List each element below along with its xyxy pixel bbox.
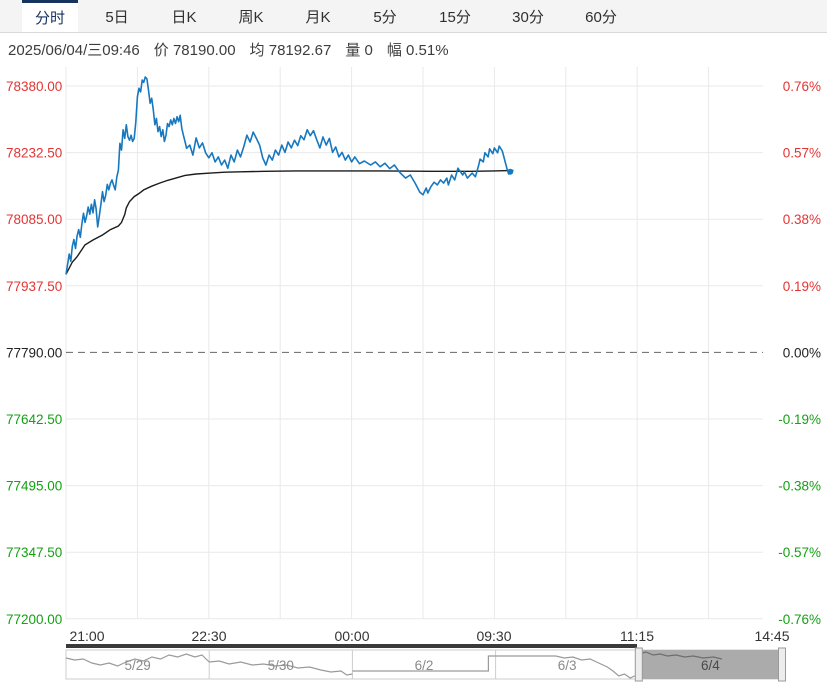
y-axis-left-label: 77937.50 [6,279,62,294]
tab-5日[interactable]: 5日 [105,8,129,26]
y-axis-left-label: 78232.50 [6,146,62,161]
y-axis-right-label: 0.76% [783,79,821,94]
y-axis-left-label: 78085.00 [6,212,62,227]
navigator-miniline-5/29 [65,653,210,667]
navigator-miniline-5/30 [209,660,353,676]
navigator-miniline-6/2 [352,655,496,672]
y-axis-left-label: 78380.00 [6,79,62,94]
last-price-dot [507,168,514,175]
y-axis-right-label: 0.19% [783,279,821,294]
tab-周K[interactable]: 周K [238,8,264,26]
y-axis-left-label: 77200.00 [6,612,62,627]
status-average: 均 78192.67 [249,42,332,59]
tab-bar: 分时 5日 日K 周K 月K 5分 15分 30分 60分 [0,0,827,33]
y-axis-right-label: 0.38% [783,212,821,227]
x-axis-label: 11:15 [620,628,654,644]
tab-15分[interactable]: 15分 [439,8,471,26]
x-axis-label: 00:00 [334,628,369,644]
x-axis-label: 09:30 [476,628,511,644]
navigator-handle-left[interactable] [634,647,643,682]
navigator-miniline-6/3 [495,655,640,679]
price-line [65,76,511,275]
navigator-segment-label[interactable]: 5/30 [268,658,294,673]
navigator-segment-label[interactable]: 5/29 [124,658,150,673]
x-axis-label: 22:30 [191,628,226,644]
y-axis-right-label: -0.38% [778,479,821,494]
y-axis-left-label: 77347.50 [6,545,62,560]
y-axis-left-label: 77495.00 [6,479,62,494]
navigator-miniline-selected [638,651,723,660]
status-price: 价 78190.00 [153,42,236,59]
tab-30分[interactable]: 30分 [512,8,544,26]
status-datetime: 2025/06/04/三09:46 [8,42,140,59]
x-axis-label: 21:00 [69,628,104,644]
status-volume: 量 0 [345,42,373,59]
y-axis-left-label: 77642.50 [6,412,62,427]
y-axis-left-label: 77790.00 [6,345,62,360]
tab-日K[interactable]: 日K [171,8,197,26]
range-scrollbar[interactable] [66,644,637,648]
status-amplitude: 幅 0.51% [386,42,449,59]
navigator-segment-label[interactable]: 6/3 [558,658,577,673]
y-axis-right-label: -0.19% [778,412,821,427]
tab-5分[interactable]: 5分 [373,8,397,26]
y-axis-right-label: 0.00% [783,345,821,360]
status-bar: 2025/06/04/三09:46 价 78190.00 均 78192.67 量 0… [8,39,463,60]
y-axis-right-label: 0.57% [783,146,821,161]
y-axis-right-label: -0.76% [778,612,821,627]
average-line [65,169,514,275]
navigator-handle-right[interactable] [778,647,786,682]
tab-60分[interactable]: 60分 [585,8,617,26]
y-axis-right-label: -0.57% [778,545,821,560]
navigator-selected-label[interactable]: 6/4 [701,658,720,673]
navigator-segment-label[interactable]: 6/2 [415,658,434,673]
tab-intraday[interactable]: 分时 [22,0,78,32]
tab-月K[interactable]: 月K [305,8,331,26]
x-axis-label: 14:45 [754,628,789,644]
